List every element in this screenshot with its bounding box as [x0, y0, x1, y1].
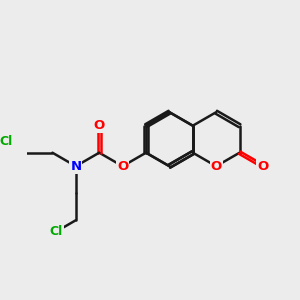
Text: N: N	[70, 160, 81, 173]
Text: O: O	[94, 119, 105, 132]
Text: Cl: Cl	[49, 225, 63, 238]
Text: O: O	[257, 160, 268, 173]
Text: Cl: Cl	[0, 135, 12, 148]
Text: O: O	[117, 160, 128, 173]
Text: O: O	[211, 160, 222, 173]
